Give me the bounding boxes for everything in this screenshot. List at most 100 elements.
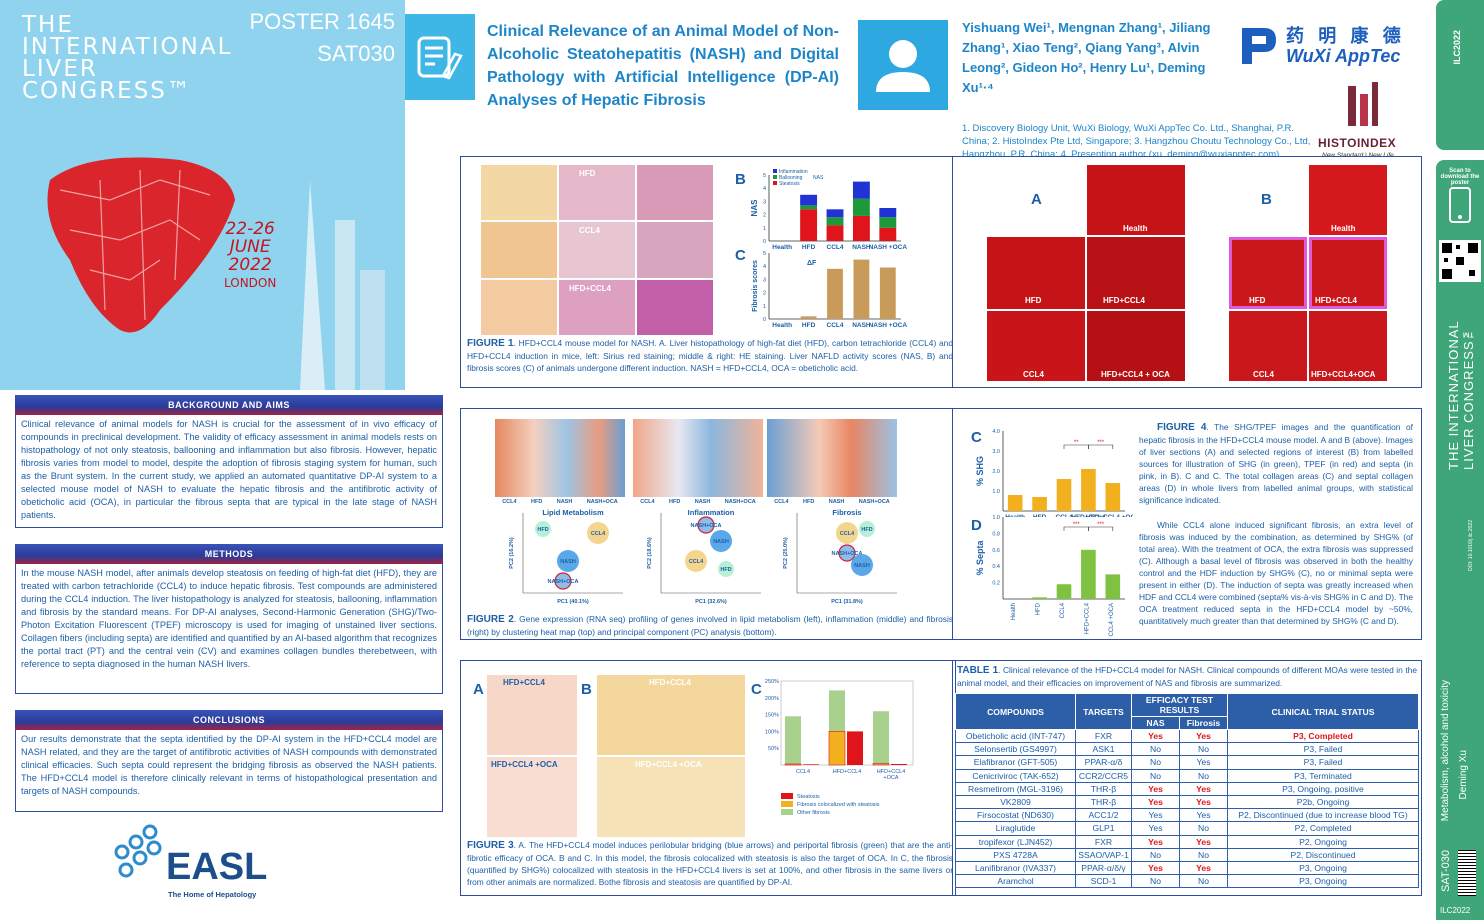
bar bbox=[803, 764, 819, 765]
figure-1-caption: FIGURE 1. HFD+CCL4 mouse model for NASH.… bbox=[467, 338, 953, 373]
x-tick-label: CCL4 bbox=[796, 769, 810, 775]
pca-point-label: HFD bbox=[861, 527, 872, 533]
affiliations: 1. Discovery Biology Unit, WuXi Biology,… bbox=[962, 123, 1311, 160]
y-tick-label: 1.0 bbox=[992, 489, 1000, 495]
pca-point-label: NASH+OCA bbox=[831, 551, 862, 557]
significance-label: ** bbox=[1074, 440, 1079, 446]
bar bbox=[879, 227, 897, 241]
x-tick-label: +OCA bbox=[883, 775, 898, 781]
x-tick-label: CCL4 bbox=[827, 244, 844, 251]
heatmap-fibrosis bbox=[767, 419, 897, 497]
qr-code[interactable] bbox=[1439, 240, 1481, 282]
y-tick-label: 0.6 bbox=[992, 548, 1000, 554]
table-row: Lanifibranor (IVA337) PPAR-α/δ/γ Yes Yes P3,… bbox=[955, 860, 1419, 876]
heatmap-fibrosis-labels: CCL4 HFD NASH NASH+OCA bbox=[774, 499, 890, 505]
legend-label: Fibrosis colocalized with steatosis bbox=[797, 802, 880, 808]
bar bbox=[826, 225, 844, 241]
table-row: Firsocostat (ND630) ACC1/2 Yes Yes P2, Disco… bbox=[955, 808, 1419, 823]
legend-note: NAS bbox=[813, 175, 824, 181]
y-tick-label: 1 bbox=[763, 226, 766, 232]
shg-roi-images: Health HFD HFD+CCL4 CCL4 HFD+CCL4+OCA bbox=[1229, 165, 1389, 389]
pca-point-label: CCL4 bbox=[689, 559, 704, 565]
sirius-image-hfd-ccl4-oca: HFD+CCL4 +OCA bbox=[487, 757, 577, 837]
pca-lipid-chart: Lipid Metabolism PC1 (40.1%) PC2 (16.2%) HF… bbox=[509, 508, 623, 605]
y-tick-label: 250% bbox=[765, 679, 779, 685]
bar bbox=[852, 198, 870, 216]
figure-2: CCL4 HFD NASH NASH+OCA CCL4 HFD NASH NASH+OCA … bbox=[460, 408, 956, 640]
legend-swatch bbox=[781, 809, 793, 815]
pca-point bbox=[851, 554, 873, 576]
background-text: Clinical relevance of animal models for … bbox=[15, 415, 443, 528]
x-tick-label: HFD bbox=[802, 322, 816, 329]
liver-illustration bbox=[47, 157, 235, 333]
legend-label: Steatosis bbox=[779, 181, 800, 187]
y-axis-label: Fibrosis scores bbox=[752, 260, 759, 312]
x-tick-label: HFD+CCL4 bbox=[1084, 602, 1090, 634]
legend-label: Other fibrosis bbox=[797, 810, 830, 816]
bar bbox=[1081, 469, 1096, 511]
x-tick-label: HFD+CCL4 +OCA bbox=[1109, 603, 1115, 637]
pca-point-label: CCL4 bbox=[840, 531, 855, 537]
y-tick-label: 2 bbox=[763, 291, 766, 297]
bar bbox=[1056, 479, 1072, 511]
x-tick-label: HFD+CCL4 bbox=[1071, 514, 1106, 517]
x-tick-label: Health bbox=[772, 244, 792, 251]
y-tick-label: 0.8 bbox=[992, 531, 1000, 537]
bar bbox=[847, 731, 863, 765]
bar bbox=[1105, 574, 1121, 599]
shg-whole-liver-images: Health HFD HFD+CCL4 CCL4 HFD+CCL4 + OCA bbox=[987, 165, 1187, 389]
x-tick-label: HFD+CCL4 +OCA bbox=[1086, 514, 1133, 517]
pca-point bbox=[718, 561, 734, 577]
pca-fibrosis-chart: Fibrosis PC1 (31.8%) PC2 (25.0%) HFD CCL4 NAS… bbox=[783, 508, 897, 605]
bar bbox=[1081, 549, 1096, 599]
bar bbox=[1007, 495, 1023, 511]
conclusions-text: Our results demonstrate that the septa i… bbox=[15, 730, 443, 812]
bar bbox=[827, 268, 843, 319]
x-axis-label: PC1 (31.8%) bbox=[831, 599, 863, 605]
x-tick-label: NASH +OCA bbox=[869, 322, 907, 329]
background-heading: BACKGROUND AND AIMS bbox=[15, 395, 443, 415]
y-tick-label: 2 bbox=[763, 213, 766, 219]
y-tick-label: 100% bbox=[765, 729, 779, 735]
x-tick-label: Health bbox=[1011, 603, 1017, 620]
bar bbox=[800, 209, 818, 241]
poster-id: POSTER 1645 SAT030 bbox=[249, 9, 395, 66]
pca-point bbox=[685, 550, 707, 572]
x-axis-label: PC1 (32.6%) bbox=[695, 599, 727, 605]
annotation: ΔF bbox=[807, 260, 817, 267]
bar bbox=[1032, 597, 1047, 599]
x-tick-label: CCL4 bbox=[827, 322, 844, 329]
chart-title: Fibrosis bbox=[832, 508, 861, 517]
legend-swatch bbox=[773, 169, 777, 173]
easl-hex-icon bbox=[114, 824, 162, 878]
y-tick-label: 0 bbox=[763, 239, 766, 245]
x-tick-label: HFD+CCL4 bbox=[877, 769, 906, 775]
heatmap-inflammation-labels: CCL4 HFD NASH NASH+OCA bbox=[640, 499, 756, 505]
histoindex-mark-icon bbox=[1348, 82, 1378, 126]
pca-point bbox=[587, 522, 609, 544]
histoindex-logo: HISTOINDEX New Standard | New Life bbox=[1318, 80, 1408, 170]
author-list: Yishuang Wei¹, Mengnan Zhang¹, Jiliang Z… bbox=[962, 20, 1211, 95]
phone-icon bbox=[1449, 187, 1471, 223]
y-tick-label: 5 bbox=[763, 173, 766, 179]
figure-4-caption: FIGURE 4. The SHG/TPEF images and the qu… bbox=[1139, 422, 1413, 505]
x-axis-label: PC1 (40.1%) bbox=[557, 599, 589, 605]
legend-swatch bbox=[781, 793, 793, 799]
document-icon bbox=[417, 36, 463, 80]
steatosis-image-hfd-ccl4: HFD+CCL4 bbox=[597, 675, 745, 755]
pca-point bbox=[836, 522, 858, 544]
y-tick-label: 4 bbox=[763, 264, 766, 270]
bar bbox=[873, 711, 889, 765]
legend-label: Steatosis bbox=[797, 794, 820, 800]
y-tick-label: 50% bbox=[768, 746, 779, 752]
x-tick-label: HFD bbox=[1036, 602, 1042, 615]
y-tick-label: 3 bbox=[763, 277, 766, 283]
sidebar: Scan to download the poster THE INTERNAT… bbox=[1436, 160, 1484, 920]
bar bbox=[872, 763, 890, 766]
compound-table: COMPOUNDS TARGETS EFFICACY TEST RESULTS CLI… bbox=[955, 693, 1419, 889]
bar bbox=[1056, 584, 1072, 599]
bar bbox=[879, 208, 897, 218]
figure-4-discussion: While CCL4 alone induced significant fib… bbox=[1139, 520, 1413, 626]
y-axis-label: PC2 (25.0%) bbox=[783, 537, 789, 569]
city-skyline bbox=[300, 180, 385, 390]
